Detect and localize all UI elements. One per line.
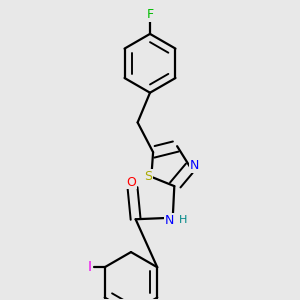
Text: I: I	[88, 260, 92, 274]
Text: S: S	[144, 170, 152, 183]
Text: F: F	[146, 8, 154, 21]
Text: H: H	[178, 215, 187, 225]
Text: O: O	[126, 176, 136, 189]
Text: N: N	[165, 214, 174, 227]
Text: N: N	[189, 159, 199, 172]
